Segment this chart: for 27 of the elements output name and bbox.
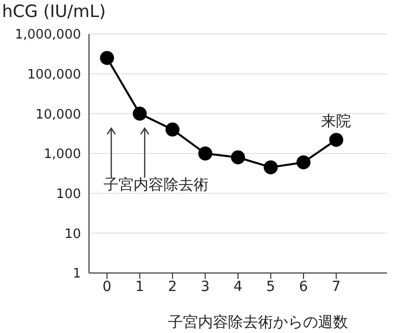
point: [198, 146, 212, 160]
point: [329, 132, 344, 147]
x-tick-label: 3: [200, 278, 210, 295]
point: [296, 155, 310, 170]
y-tick-label: 10: [64, 226, 81, 242]
point: [264, 160, 278, 174]
x-tick-label: 1: [135, 278, 144, 295]
y-tick-label: 100: [56, 186, 81, 202]
point: [231, 150, 245, 164]
y-tick-label: 1,000: [44, 147, 81, 162]
y-tick-label: 100,000: [27, 67, 81, 82]
y-tick-label: 1: [72, 266, 81, 282]
x-tick-label: 6: [299, 278, 308, 295]
x-tick-label: 4: [234, 278, 243, 295]
y-tick-label: 1,000,000: [14, 28, 81, 43]
y-axis-title: hCG (IU/mL): [2, 2, 106, 22]
x-tick-label: 2: [168, 278, 177, 295]
x-axis-title: 子宮内容除去術からの週数: [168, 313, 348, 331]
annotation: 来院: [321, 112, 352, 130]
y-tick-label: 10,000: [36, 107, 81, 122]
x-tick-label: 0: [102, 278, 112, 295]
point: [100, 50, 114, 65]
annotation: 子宮内容除去術: [104, 175, 209, 194]
x-tick-label: 5: [266, 278, 276, 295]
point: [166, 122, 180, 137]
point: [132, 106, 147, 121]
x-tick-label: 7: [332, 278, 341, 295]
